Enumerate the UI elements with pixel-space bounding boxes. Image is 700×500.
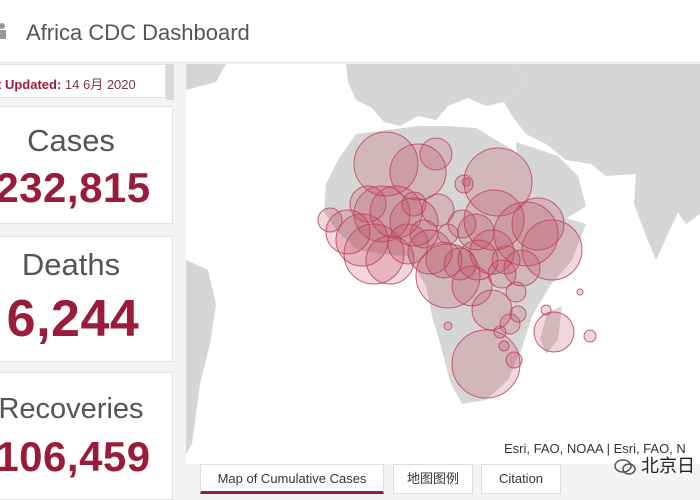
dashboard-header: Africa CDC Dashboard [0,0,700,63]
case-bubble[interactable] [415,243,481,309]
cases-label: Cases [27,123,115,158]
tab-citation[interactable]: Citation [481,464,561,494]
land-india [634,174,682,260]
recoveries-value: 106,459 [0,433,151,480]
case-bubble[interactable] [389,197,439,247]
land-madagascar [540,306,562,354]
case-bubble[interactable] [505,281,527,303]
case-bubble[interactable] [533,311,575,353]
page-title: Africa CDC Dashboard [26,20,250,45]
case-bubble[interactable] [503,249,541,287]
case-bubble[interactable] [409,219,439,249]
last-updated: t Updated: 14 6月 2020 [0,64,166,98]
deaths-label: Deaths [21,247,121,282]
deaths-value: 6,244 [6,290,140,348]
map-view[interactable] [186,64,700,464]
map-canvas[interactable] [186,64,700,464]
case-bubble[interactable] [401,191,427,217]
case-bubble[interactable] [463,189,525,251]
case-bubble[interactable] [421,193,455,227]
watermark-text: 北京日 [641,456,696,476]
recoveries-card: Recoveries 106,459 [0,372,173,500]
tab-map-of-cumulative-cases[interactable]: Map of Cumulative Cases [200,464,384,494]
case-bubble[interactable] [471,289,513,331]
case-bubble[interactable] [505,351,523,369]
case-bubble[interactable] [498,340,510,352]
case-bubble[interactable] [540,304,552,316]
land-asia [504,64,700,224]
wechat-icon [614,459,636,475]
last-updated-label: t Updated: [0,77,62,92]
watermark: 北京日 [614,452,695,478]
last-updated-date: 14 6月 2020 [64,77,136,92]
case-bubble[interactable] [419,137,453,171]
recoveries-label: Recoveries [0,393,144,425]
case-bubble[interactable] [443,247,477,281]
sidebar-scrollbar[interactable] [166,64,174,100]
map-attribution: Esri, FAO, NOAA | Esri, FAO, N [504,441,686,456]
case-bubble[interactable] [353,131,419,197]
case-bubble[interactable] [317,207,343,233]
case-bubble[interactable] [576,288,584,296]
logo-icon [0,23,6,39]
land-north-atlantic [186,64,226,90]
case-bubble[interactable] [451,329,521,399]
cases-card: Cases 232,815 [0,106,173,224]
cases-value: 232,815 [0,164,151,211]
case-bubbles[interactable] [317,131,597,399]
land-europe [346,64,526,126]
case-bubble[interactable] [389,143,447,201]
case-bubble[interactable] [454,174,474,194]
land-south-america [186,260,216,454]
case-bubble[interactable] [443,321,453,331]
case-bubble[interactable] [325,209,371,255]
case-bubble[interactable] [461,177,471,187]
deaths-card: Deaths 6,244 [0,236,173,362]
case-bubble[interactable] [457,239,499,281]
tab-map-legend[interactable]: 地图图例 [393,464,473,494]
tab-bar: Map of Cumulative Cases 地图图例 Citation [186,464,700,500]
case-bubble[interactable] [509,305,527,323]
case-bubble[interactable] [583,329,597,343]
case-bubble[interactable] [487,259,517,289]
